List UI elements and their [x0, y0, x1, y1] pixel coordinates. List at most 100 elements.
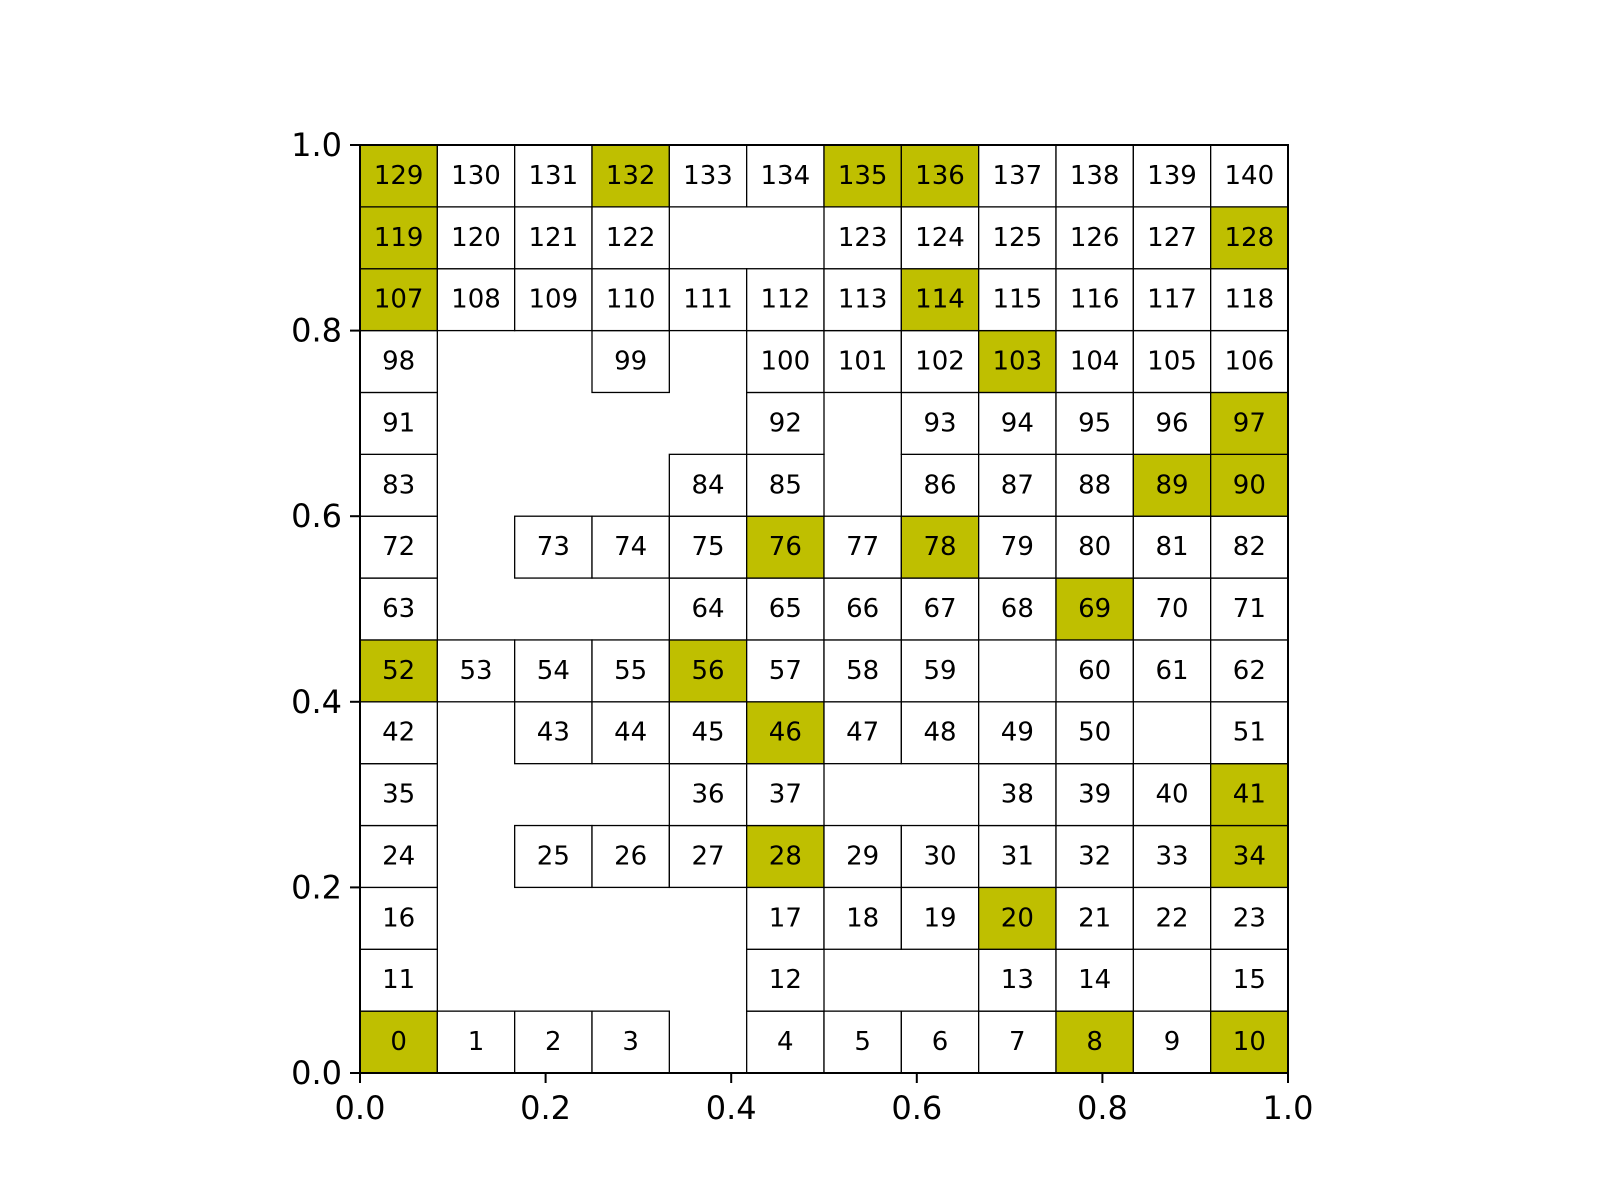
cell-label: 126 — [1070, 223, 1120, 253]
cell-label: 8 — [1086, 1027, 1103, 1057]
grid-cell-33: 33 — [1132, 824, 1212, 889]
cell-label: 94 — [1001, 408, 1034, 438]
cell-label: 139 — [1147, 161, 1197, 191]
cell-label: 89 — [1155, 470, 1188, 500]
cell-rect — [978, 206, 1057, 270]
grid-cell-97: 97 — [1210, 391, 1289, 455]
grid-cell-101: 101 — [823, 329, 902, 394]
cell-label: 17 — [769, 903, 802, 933]
cell-rect — [1055, 329, 1134, 394]
cell-label: 118 — [1225, 285, 1275, 315]
cell-rect — [823, 701, 902, 765]
y-tick-label: 0.2 — [291, 868, 342, 906]
cell-label: 22 — [1155, 903, 1188, 933]
grid-cell-24: 24 — [359, 824, 438, 889]
grid-cell-73: 73 — [514, 515, 593, 579]
cell-rect — [436, 1010, 516, 1074]
grid-cell-21: 21 — [1055, 886, 1134, 950]
grid-cell-78: 78 — [900, 515, 980, 579]
grid-cell-14: 14 — [1055, 948, 1134, 1012]
cell-label: 12 — [769, 965, 802, 995]
grid-cell-20: 20 — [978, 886, 1057, 950]
cell-rect — [359, 453, 438, 517]
cell-rect — [823, 639, 902, 703]
cell-label: 66 — [846, 594, 879, 624]
cell-rect — [1210, 268, 1289, 332]
grid-cell-119: 119 — [359, 206, 438, 270]
cell-label: 73 — [537, 532, 570, 562]
cell-label: 26 — [614, 841, 647, 871]
cell-rect — [1132, 1010, 1212, 1074]
cell-rect — [1055, 577, 1134, 641]
cell-label: 135 — [838, 161, 888, 191]
grid-cell-132: 132 — [591, 144, 670, 208]
cell-label: 113 — [838, 285, 888, 315]
grid-cell-93: 93 — [900, 391, 980, 455]
cell-label: 132 — [606, 161, 656, 191]
cell-label: 45 — [691, 718, 724, 748]
grid-cell-69: 69 — [1055, 577, 1134, 641]
grid-cell-49: 49 — [978, 701, 1057, 765]
cell-label: 71 — [1233, 594, 1266, 624]
cell-rect — [900, 144, 980, 208]
grid-cell-72: 72 — [359, 515, 438, 579]
cell-label: 5 — [854, 1027, 871, 1057]
cell-label: 91 — [382, 408, 415, 438]
grid-cell-124: 124 — [900, 206, 980, 270]
cell-label: 122 — [606, 223, 656, 253]
cell-label: 125 — [993, 223, 1043, 253]
grid-cell-88: 88 — [1055, 453, 1134, 517]
grid-cell-63: 63 — [359, 577, 438, 641]
grid-cell-107: 107 — [359, 268, 438, 332]
cell-rect — [1055, 948, 1134, 1012]
cell-label: 88 — [1078, 470, 1111, 500]
cell-rect — [978, 577, 1057, 641]
cell-label: 46 — [769, 718, 802, 748]
cell-rect — [1132, 639, 1212, 703]
cell-rect — [591, 701, 670, 765]
cell-label: 61 — [1155, 656, 1188, 686]
cell-rect — [359, 1010, 438, 1074]
grid-cell-96: 96 — [1132, 391, 1212, 455]
cell-rect — [746, 763, 825, 827]
grid-cell-84: 84 — [668, 453, 748, 517]
grid-cell-48: 48 — [900, 701, 980, 765]
cell-rect — [514, 206, 593, 270]
cell-label: 55 — [614, 656, 647, 686]
cell-label: 78 — [923, 532, 956, 562]
cell-label: 123 — [838, 223, 888, 253]
grid-cell-3: 3 — [591, 1010, 670, 1074]
cell-label: 102 — [915, 347, 965, 377]
cell-label: 6 — [932, 1027, 949, 1057]
cell-rect — [823, 206, 902, 270]
grid-cell-8: 8 — [1055, 1010, 1134, 1074]
cell-label: 83 — [382, 470, 415, 500]
grid-cell-36: 36 — [668, 763, 748, 827]
cell-label: 104 — [1070, 347, 1120, 377]
cell-label: 90 — [1233, 470, 1266, 500]
cell-label: 24 — [382, 841, 415, 871]
grid-cell-62: 62 — [1210, 639, 1289, 703]
cell-label: 87 — [1001, 470, 1034, 500]
cell-rect — [900, 577, 980, 641]
grid-cell-28: 28 — [746, 824, 825, 889]
cell-label: 111 — [683, 285, 733, 315]
grid-cell-129: 129 — [359, 144, 438, 208]
cell-rect — [668, 824, 748, 889]
cell-rect — [1132, 206, 1212, 270]
cell-rect — [1210, 948, 1289, 1012]
cell-label: 15 — [1233, 965, 1266, 995]
cell-label: 93 — [923, 408, 956, 438]
grid-cell-99: 99 — [591, 329, 670, 394]
grid-cell-39: 39 — [1055, 763, 1134, 827]
cell-label: 112 — [761, 285, 811, 315]
cell-label: 138 — [1070, 161, 1120, 191]
grid-cell-91: 91 — [359, 391, 438, 455]
cell-label: 49 — [1001, 718, 1034, 748]
grid-cell-10: 10 — [1210, 1010, 1289, 1074]
grid-cell-22: 22 — [1132, 886, 1212, 950]
cell-rect — [514, 639, 593, 703]
grid-cell-133: 133 — [668, 144, 748, 208]
cell-label: 105 — [1147, 347, 1197, 377]
grid-cell-125: 125 — [978, 206, 1057, 270]
